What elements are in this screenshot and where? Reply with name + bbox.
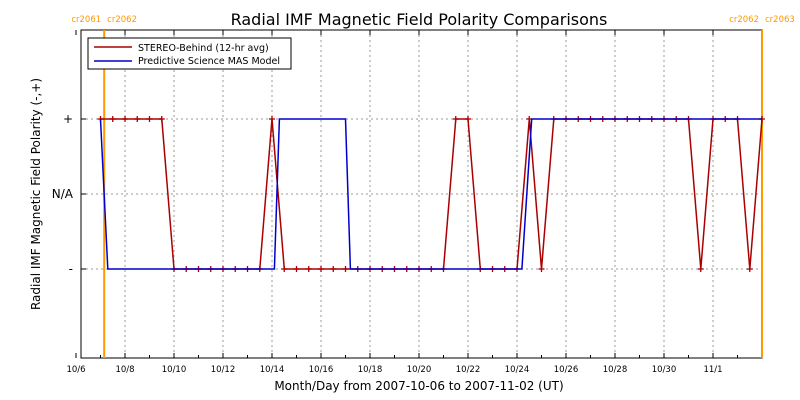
data-point [158,116,165,122]
data-point [452,116,459,122]
carrington-label-left: cr2062 [729,15,759,25]
data-point [318,266,324,272]
carrington-markers: cr2061 cr2062 cr2062 cr2063 [71,15,795,358]
y-axis-label: Radial IMF Magnetic Field Polarity (-,+) [29,78,43,310]
x-tick-label: 10/10 [162,365,187,375]
carrington-label-right: cr2063 [765,15,795,25]
data-point [305,266,312,272]
data-point [134,116,141,122]
data-point [746,266,753,272]
y-tick-label: + [63,112,73,126]
data-point [697,266,704,272]
data-point [293,266,300,272]
y-tick-label: N/A [52,187,74,201]
x-tick-label: 10/28 [603,365,628,375]
x-axis-ticks: 10/6 10/8 10/10 10/12 10/14 10/16 10/18 10/20 10… [66,30,738,375]
y-tick-label: - [69,262,73,276]
series-line-mas [99,118,762,270]
data-point [281,266,288,272]
chart-title: Radial IMF Magnetic Field Polarity Compa… [231,10,608,29]
data-point [465,116,471,122]
x-tick-label: 10/8 [115,365,134,375]
x-tick-label: 10/14 [260,365,285,375]
carrington-label-right: cr2062 [107,15,137,25]
legend-label-stereo: STEREO-Behind (12-hr avg) [138,43,269,54]
legend-label-mas: Predictive Science MAS Model [138,56,280,67]
data-point [109,116,116,122]
x-axis-label: Month/Day from 2007-10-06 to 2007-11-02 … [274,379,563,393]
x-tick-label: 10/20 [407,365,432,375]
series-layer [97,116,765,272]
x-tick-label: 11/1 [703,365,722,375]
x-tick-label: 10/6 [66,365,85,375]
data-point [146,116,153,122]
x-tick-label: 10/18 [358,365,383,375]
data-point [330,266,337,272]
x-tick-label: 10/30 [652,365,677,375]
data-point [538,266,545,272]
legend-box [87,37,292,70]
x-tick-label: 10/12 [211,365,236,375]
x-tick-label: 10/26 [554,365,579,375]
data-point [342,266,349,272]
data-point [269,116,275,122]
grid-lines [81,30,762,358]
x-tick-label: 10/22 [456,365,481,375]
x-tick-label: 10/24 [505,365,530,375]
x-tick-label: 10/16 [309,365,334,375]
data-point [122,116,128,122]
y-axis-ticks: - N/A + [52,112,86,276]
legend: STEREO-Behind (12-hr avg) Predictive Sci… [87,37,292,70]
carrington-label-left: cr2061 [71,15,101,25]
